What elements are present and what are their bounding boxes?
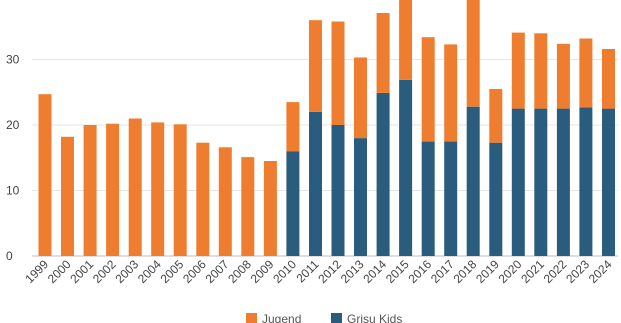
x-tick-label: 2003 [112, 257, 141, 286]
bar-segment [534, 108, 548, 256]
bar-segment [602, 108, 615, 256]
bar-segment [38, 94, 52, 256]
bar-segment [466, 0, 480, 107]
x-tick-label: 2022 [541, 257, 570, 286]
x-tick-label: 1999 [22, 257, 51, 286]
bar-segment [196, 142, 210, 256]
x-tick-label: 2020 [496, 257, 525, 286]
legend-swatch [246, 313, 257, 323]
x-tick-label: 2007 [203, 257, 232, 286]
x-tick-label: 2019 [473, 257, 502, 286]
bar-segment [331, 21, 345, 125]
bar-segment [354, 57, 367, 139]
bar-segment [83, 125, 97, 256]
y-tick-label: 10 [6, 184, 20, 198]
bar-segment [309, 20, 322, 112]
x-tick-label: 2013 [338, 257, 367, 286]
y-tick-label: 0 [6, 249, 13, 263]
bar-segment [579, 107, 593, 256]
x-tick-label: 2017 [428, 257, 457, 286]
y-tick-label: 30 [6, 53, 20, 67]
bar-segment [173, 124, 187, 256]
bar-segment [556, 43, 570, 109]
bar-segment [106, 123, 120, 256]
y-tick-label: 20 [6, 118, 20, 132]
x-tick-label: 2009 [248, 257, 277, 286]
bar-segment [218, 147, 232, 256]
bar-segment [466, 106, 480, 256]
x-tick-label: 2018 [451, 257, 480, 286]
bar-segment [399, 0, 413, 80]
bar-segment [602, 49, 615, 109]
legend-label: Jugend [262, 312, 301, 323]
bar-segment [376, 13, 390, 93]
legend: Jugend Grisu Kids [246, 312, 402, 323]
x-tick-label: 2023 [563, 257, 592, 286]
legend-swatch [331, 313, 342, 323]
bar-segment [286, 102, 300, 152]
bar-segment [354, 138, 367, 256]
bar-segment [444, 44, 458, 142]
bar-segment [286, 151, 300, 256]
bar-segment [489, 89, 503, 143]
x-tick-label: 2014 [360, 257, 389, 286]
bar-segment [556, 108, 570, 256]
x-tick-label: 2011 [293, 257, 321, 285]
x-tick-label: 2002 [90, 257, 119, 286]
bar-segment [421, 141, 435, 256]
gridlines [32, 59, 618, 257]
x-tick-label: 2005 [158, 257, 187, 286]
bar-segment [376, 92, 390, 257]
x-tick-label: 2008 [225, 257, 254, 286]
x-tick-label: 2010 [270, 257, 299, 286]
y-tick-label: 40 [6, 0, 20, 1]
bar-segment [444, 141, 458, 256]
bar-segment [331, 125, 345, 256]
x-tick-label: 2012 [315, 257, 344, 286]
x-tick-label: 2000 [45, 257, 74, 286]
bar-segment [421, 37, 435, 142]
y-axis: 0 10 20 30 40 [6, 0, 20, 263]
x-axis: 1999200020012002200320042005200620072008… [22, 257, 614, 286]
bars [38, 0, 615, 257]
bar-segment [151, 122, 165, 257]
bar-segment [399, 79, 413, 256]
bar-segment [534, 33, 548, 109]
x-tick-label: 2016 [405, 257, 434, 286]
x-tick-label: 2024 [586, 257, 615, 286]
bar-segment [309, 111, 322, 257]
bar-segment [511, 32, 525, 109]
x-tick-label: 2001 [67, 257, 96, 286]
bar-segment [61, 136, 74, 256]
bar-segment [263, 161, 277, 256]
bar-segment [489, 142, 503, 256]
x-tick-label: 2015 [383, 257, 412, 286]
x-tick-label: 2004 [135, 257, 164, 286]
bar-segment [511, 108, 525, 256]
bar-segment [128, 118, 142, 256]
bar-segment [241, 157, 255, 256]
x-tick-label: 2021 [518, 257, 547, 286]
x-tick-label: 2006 [180, 257, 209, 286]
bar-segment [579, 38, 593, 108]
legend-label: Grisu Kids [347, 312, 402, 323]
